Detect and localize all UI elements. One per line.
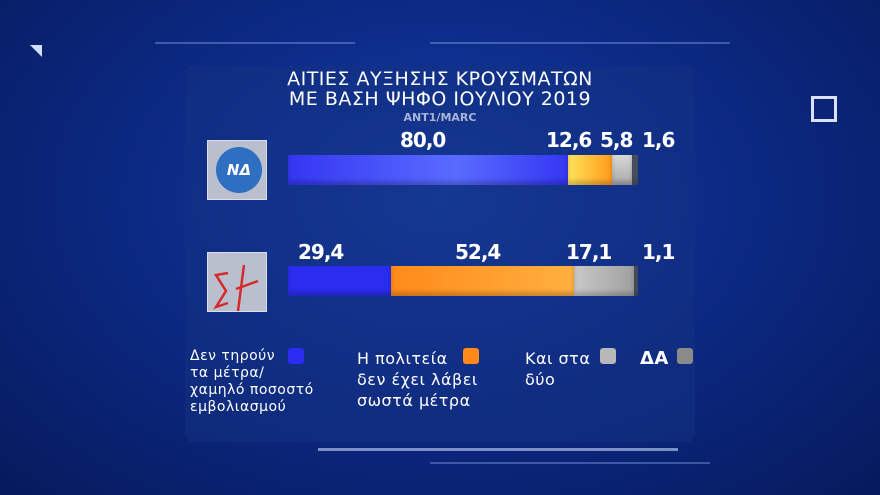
legend-swatch [677,348,693,364]
party-logo-nd: ΝΔ [207,140,267,200]
square-outline-icon [811,96,837,122]
legend-swatch [463,348,479,364]
legend-label: Δεν τηρούν τα μέτρα/χαμηλό ποσοστό εμβολια… [190,348,314,415]
data-label: 5,8 [600,128,633,152]
legend-label: Και στα δύο [525,349,591,389]
legend-swatch [600,348,616,364]
chart-title-line-1: ΑΙΤΙΕΣ ΑΥΞΗΣΗΣ ΚΡΟΥΣΜΑΤΩΝ [287,68,593,90]
bar-row-nd [288,155,638,185]
bar-segment [390,266,575,296]
bar-segment [288,155,568,185]
nd-logo-icon: ΝΔ [216,147,262,193]
decor-line [430,462,710,464]
chart-panel [185,66,695,442]
corner-triangle-icon [30,45,42,57]
data-label: 29,4 [298,240,344,264]
bar-segment [288,266,391,296]
bar-row-syriza [288,266,638,296]
decor-line [318,448,678,451]
party-logo-syriza [207,252,267,312]
data-label: 52,4 [455,240,501,264]
decor-line [430,42,730,44]
syriza-logo-icon [213,264,259,312]
bar-segment [634,266,638,296]
chart-title-line-2: ΜΕ ΒΑΣΗ ΨΗΦΟ ΙΟΥΛΙΟΥ 2019 [288,88,592,110]
legend-label: ΔΑ [640,348,669,369]
data-label: 1,1 [642,240,675,264]
data-label: 12,6 [546,128,592,152]
bar-segment [612,155,633,185]
data-label: 1,6 [642,128,675,152]
data-label: 80,0 [400,128,446,152]
legend-swatch [288,348,304,364]
bar-segment [568,155,613,185]
data-label: 17,1 [566,240,612,264]
bar-segment [574,266,635,296]
decor-line [155,42,355,44]
bar-segment [632,155,638,185]
legend-label: Η πολιτεία δεν έχει λάβει σωστά μέτρα [357,349,478,410]
chart-source: ANT1/MARC [403,111,477,124]
